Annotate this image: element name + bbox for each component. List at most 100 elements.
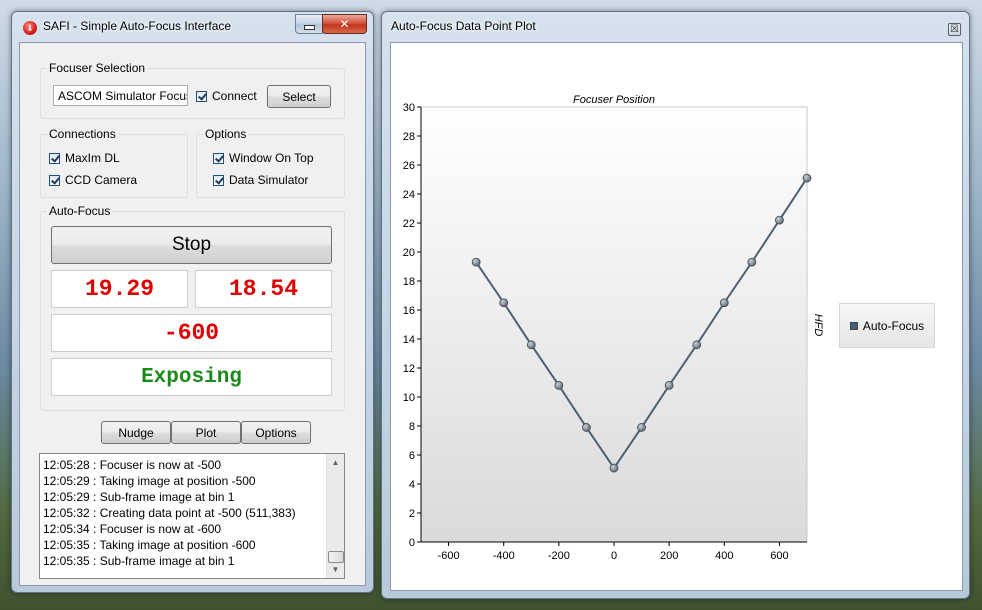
y-tick-label: 14 <box>403 334 415 346</box>
data-point <box>471 257 481 267</box>
data-point <box>499 298 509 308</box>
connect-checkbox[interactable]: Connect <box>196 89 257 103</box>
y-tick-label: 8 <box>409 421 415 433</box>
log-line[interactable]: 12:05:34 : Focuser is now at -600 <box>43 522 222 536</box>
y-tick-label: 28 <box>403 131 415 143</box>
log-line[interactable]: 12:05:35 : Sub-frame image at bin 1 <box>43 554 235 568</box>
safi-title: SAFI - Simple Auto-Focus Interface <box>43 19 232 33</box>
legend-label: Auto-Focus <box>862 318 925 333</box>
x-ticks: -600 -400 -200 0 200 400 600 <box>438 542 789 562</box>
data-simulator-label: Data Simulator <box>229 173 309 187</box>
options-group: Options Window On Top Data Simulator <box>196 127 345 198</box>
y-tick-label: 22 <box>403 218 415 230</box>
scroll-thumb[interactable] <box>328 551 344 563</box>
status-readout: Exposing <box>51 358 332 396</box>
plot-area <box>420 106 808 543</box>
maxim-dl-label: MaxIm DL <box>65 151 120 165</box>
window-on-top-check-icon[interactable] <box>213 152 224 164</box>
app-icon: ⇓ <box>23 21 37 35</box>
nudge-button[interactable]: Nudge <box>101 421 171 444</box>
y-tick-label: 4 <box>409 479 415 491</box>
y-tick-label: 10 <box>403 392 415 404</box>
hfd-readout-current: 19.29 <box>51 270 188 308</box>
y-tick-label: 12 <box>403 363 415 375</box>
y-tick-label: 18 <box>403 276 415 288</box>
hfd-chart: Focuser Position HFD 0246810121416182022… <box>403 94 824 562</box>
log-line[interactable]: 12:05:29 : Sub-frame image at bin 1 <box>43 490 235 504</box>
data-point <box>775 215 784 225</box>
connect-label: Connect <box>212 89 257 103</box>
plot-window: Auto-Focus Data Point Plot ☒ Focuser Pos… <box>381 11 970 599</box>
options-button[interactable]: Options <box>241 421 311 444</box>
ccd-camera-checkbox[interactable]: CCD Camera <box>49 173 137 187</box>
plot-close-button[interactable]: ☒ <box>948 23 961 36</box>
safi-window: ⇓ SAFI - Simple Auto-Focus Interface ✕ F… <box>11 11 374 593</box>
focuser-position-readout: -600 <box>51 314 332 352</box>
plot-window-title: Auto-Focus Data Point Plot <box>391 19 536 33</box>
stop-button[interactable]: Stop <box>51 226 332 264</box>
y-axis-label: HFD <box>812 314 824 337</box>
x-tick-label: -200 <box>548 550 570 562</box>
data-point <box>609 463 619 473</box>
plot-titlebar[interactable]: Auto-Focus Data Point Plot ☒ <box>382 12 969 40</box>
window-on-top-label: Window On Top <box>229 151 314 165</box>
y-tick-label: 16 <box>403 305 415 317</box>
select-button[interactable]: Select <box>267 85 331 108</box>
y-tick-label: 20 <box>403 247 415 259</box>
connections-label: Connections <box>47 127 118 141</box>
data-point <box>664 380 674 390</box>
y-tick-label: 30 <box>403 102 415 114</box>
x-tick-label: 600 <box>770 550 788 562</box>
autofocus-group: Auto-Focus Stop 19.29 18.54 -600 Exposin… <box>40 204 345 411</box>
data-point <box>747 257 757 267</box>
focuser-name-field[interactable]: ASCOM Simulator Focuser <box>53 85 188 106</box>
autofocus-label: Auto-Focus <box>47 204 113 218</box>
data-point <box>637 423 646 432</box>
y-tick-label: 6 <box>409 450 415 462</box>
log-line[interactable]: 12:05:35 : Taking image at position -600 <box>43 538 256 552</box>
options-group-label: Options <box>203 127 249 141</box>
maxim-dl-checkbox[interactable]: MaxIm DL <box>49 151 120 165</box>
x-tick-label: -600 <box>438 550 460 562</box>
scroll-up-icon[interactable]: ▲ <box>331 458 340 467</box>
minimize-button[interactable] <box>295 14 323 34</box>
y-tick-label: 24 <box>403 189 415 201</box>
legend-swatch-icon <box>849 321 858 330</box>
plot-client-area: Focuser Position HFD 0 2 4 6 8 10 12 14 16 18 20 22… <box>390 42 963 591</box>
log-line[interactable]: 12:05:28 : Focuser is now at -500 <box>43 458 222 472</box>
ccd-camera-label: CCD Camera <box>65 173 138 187</box>
connections-group: Connections MaxIm DL CCD Camera <box>40 127 188 198</box>
log-scrollbar[interactable]: ▲ ▼ <box>326 454 344 578</box>
log-line[interactable]: 12:05:32 : Creating data point at -500 (… <box>43 506 296 520</box>
y-tick-label: 0 <box>409 537 415 549</box>
ccd-camera-check-icon[interactable] <box>49 174 60 186</box>
connect-check-icon[interactable] <box>196 90 207 102</box>
y-tick-label: 2 <box>409 508 415 520</box>
y-tick-label: 26 <box>403 160 415 172</box>
focuser-selection-label: Focuser Selection <box>47 61 148 75</box>
log-lines: 12:05:28 : Focuser is now at -500 12:05:2… <box>43 457 326 569</box>
chart-title: Focuser Position <box>573 94 655 106</box>
data-simulator-check-icon[interactable] <box>213 174 224 186</box>
focuser-selection-group: Focuser Selection ASCOM Simulator Focuse… <box>40 61 345 119</box>
log-line[interactable]: 12:05:29 : Taking image at position -500 <box>43 474 256 488</box>
x-tick-label: 400 <box>715 550 733 562</box>
hfd-readout-best: 18.54 <box>195 270 332 308</box>
data-simulator-checkbox[interactable]: Data Simulator <box>213 173 308 187</box>
series-group <box>471 173 812 473</box>
x-tick-label: -400 <box>493 550 515 562</box>
maxim-dl-check-icon[interactable] <box>49 152 60 164</box>
safi-client-area: Focuser Selection ASCOM Simulator Focuse… <box>19 42 366 586</box>
data-point <box>526 340 536 350</box>
scroll-down-icon[interactable]: ▼ <box>331 565 340 574</box>
x-tick-label: 200 <box>660 550 678 562</box>
x-tick-label: 0 <box>611 550 617 562</box>
log-listbox[interactable]: 12:05:28 : Focuser is now at -500 12:05:2… <box>39 453 345 579</box>
close-button[interactable]: ✕ <box>322 14 367 34</box>
data-point <box>719 298 729 308</box>
window-on-top-checkbox[interactable]: Window On Top <box>213 151 314 165</box>
safi-titlebar[interactable]: ⇓ SAFI - Simple Auto-Focus Interface ✕ <box>12 12 373 40</box>
data-point <box>692 340 702 350</box>
plot-button[interactable]: Plot <box>171 421 241 444</box>
data-point <box>802 173 812 183</box>
